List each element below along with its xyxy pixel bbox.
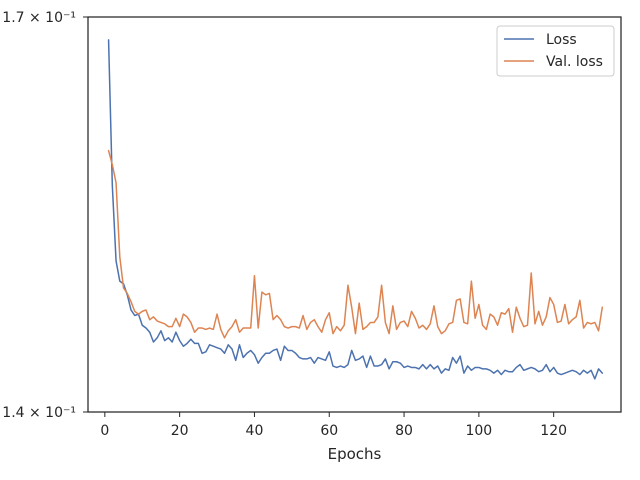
series-line-val-loss (107, 149, 604, 339)
x-tick-label: 120 (540, 423, 567, 439)
series-line-loss (107, 39, 604, 380)
series-layer (107, 39, 604, 380)
x-tick-label: 20 (171, 423, 189, 439)
plot-frame (87, 16, 622, 413)
x-tick-label: 40 (246, 423, 264, 439)
y-tick-label: 1.7 × 10⁻¹ (2, 10, 76, 26)
y-tick-label: 1.4 × 10⁻¹ (2, 405, 76, 421)
legend-label-val-loss: Val. loss (546, 54, 603, 70)
x-tick-label: 0 (100, 423, 109, 439)
legend: Loss Val. loss (496, 25, 615, 77)
x-tick-label: 60 (320, 423, 338, 439)
legend-label-loss: Loss (546, 32, 577, 48)
x-tick-label: 100 (465, 423, 492, 439)
x-axis-label: Epochs (328, 445, 382, 463)
plot-area (88, 17, 621, 412)
x-tick-label: 80 (395, 423, 413, 439)
y-axis-ticks: 1.7 × 10⁻¹ 1.4 × 10⁻¹ (2, 10, 88, 421)
x-axis-ticks: 0 20 40 60 80 100 120 (100, 412, 567, 439)
